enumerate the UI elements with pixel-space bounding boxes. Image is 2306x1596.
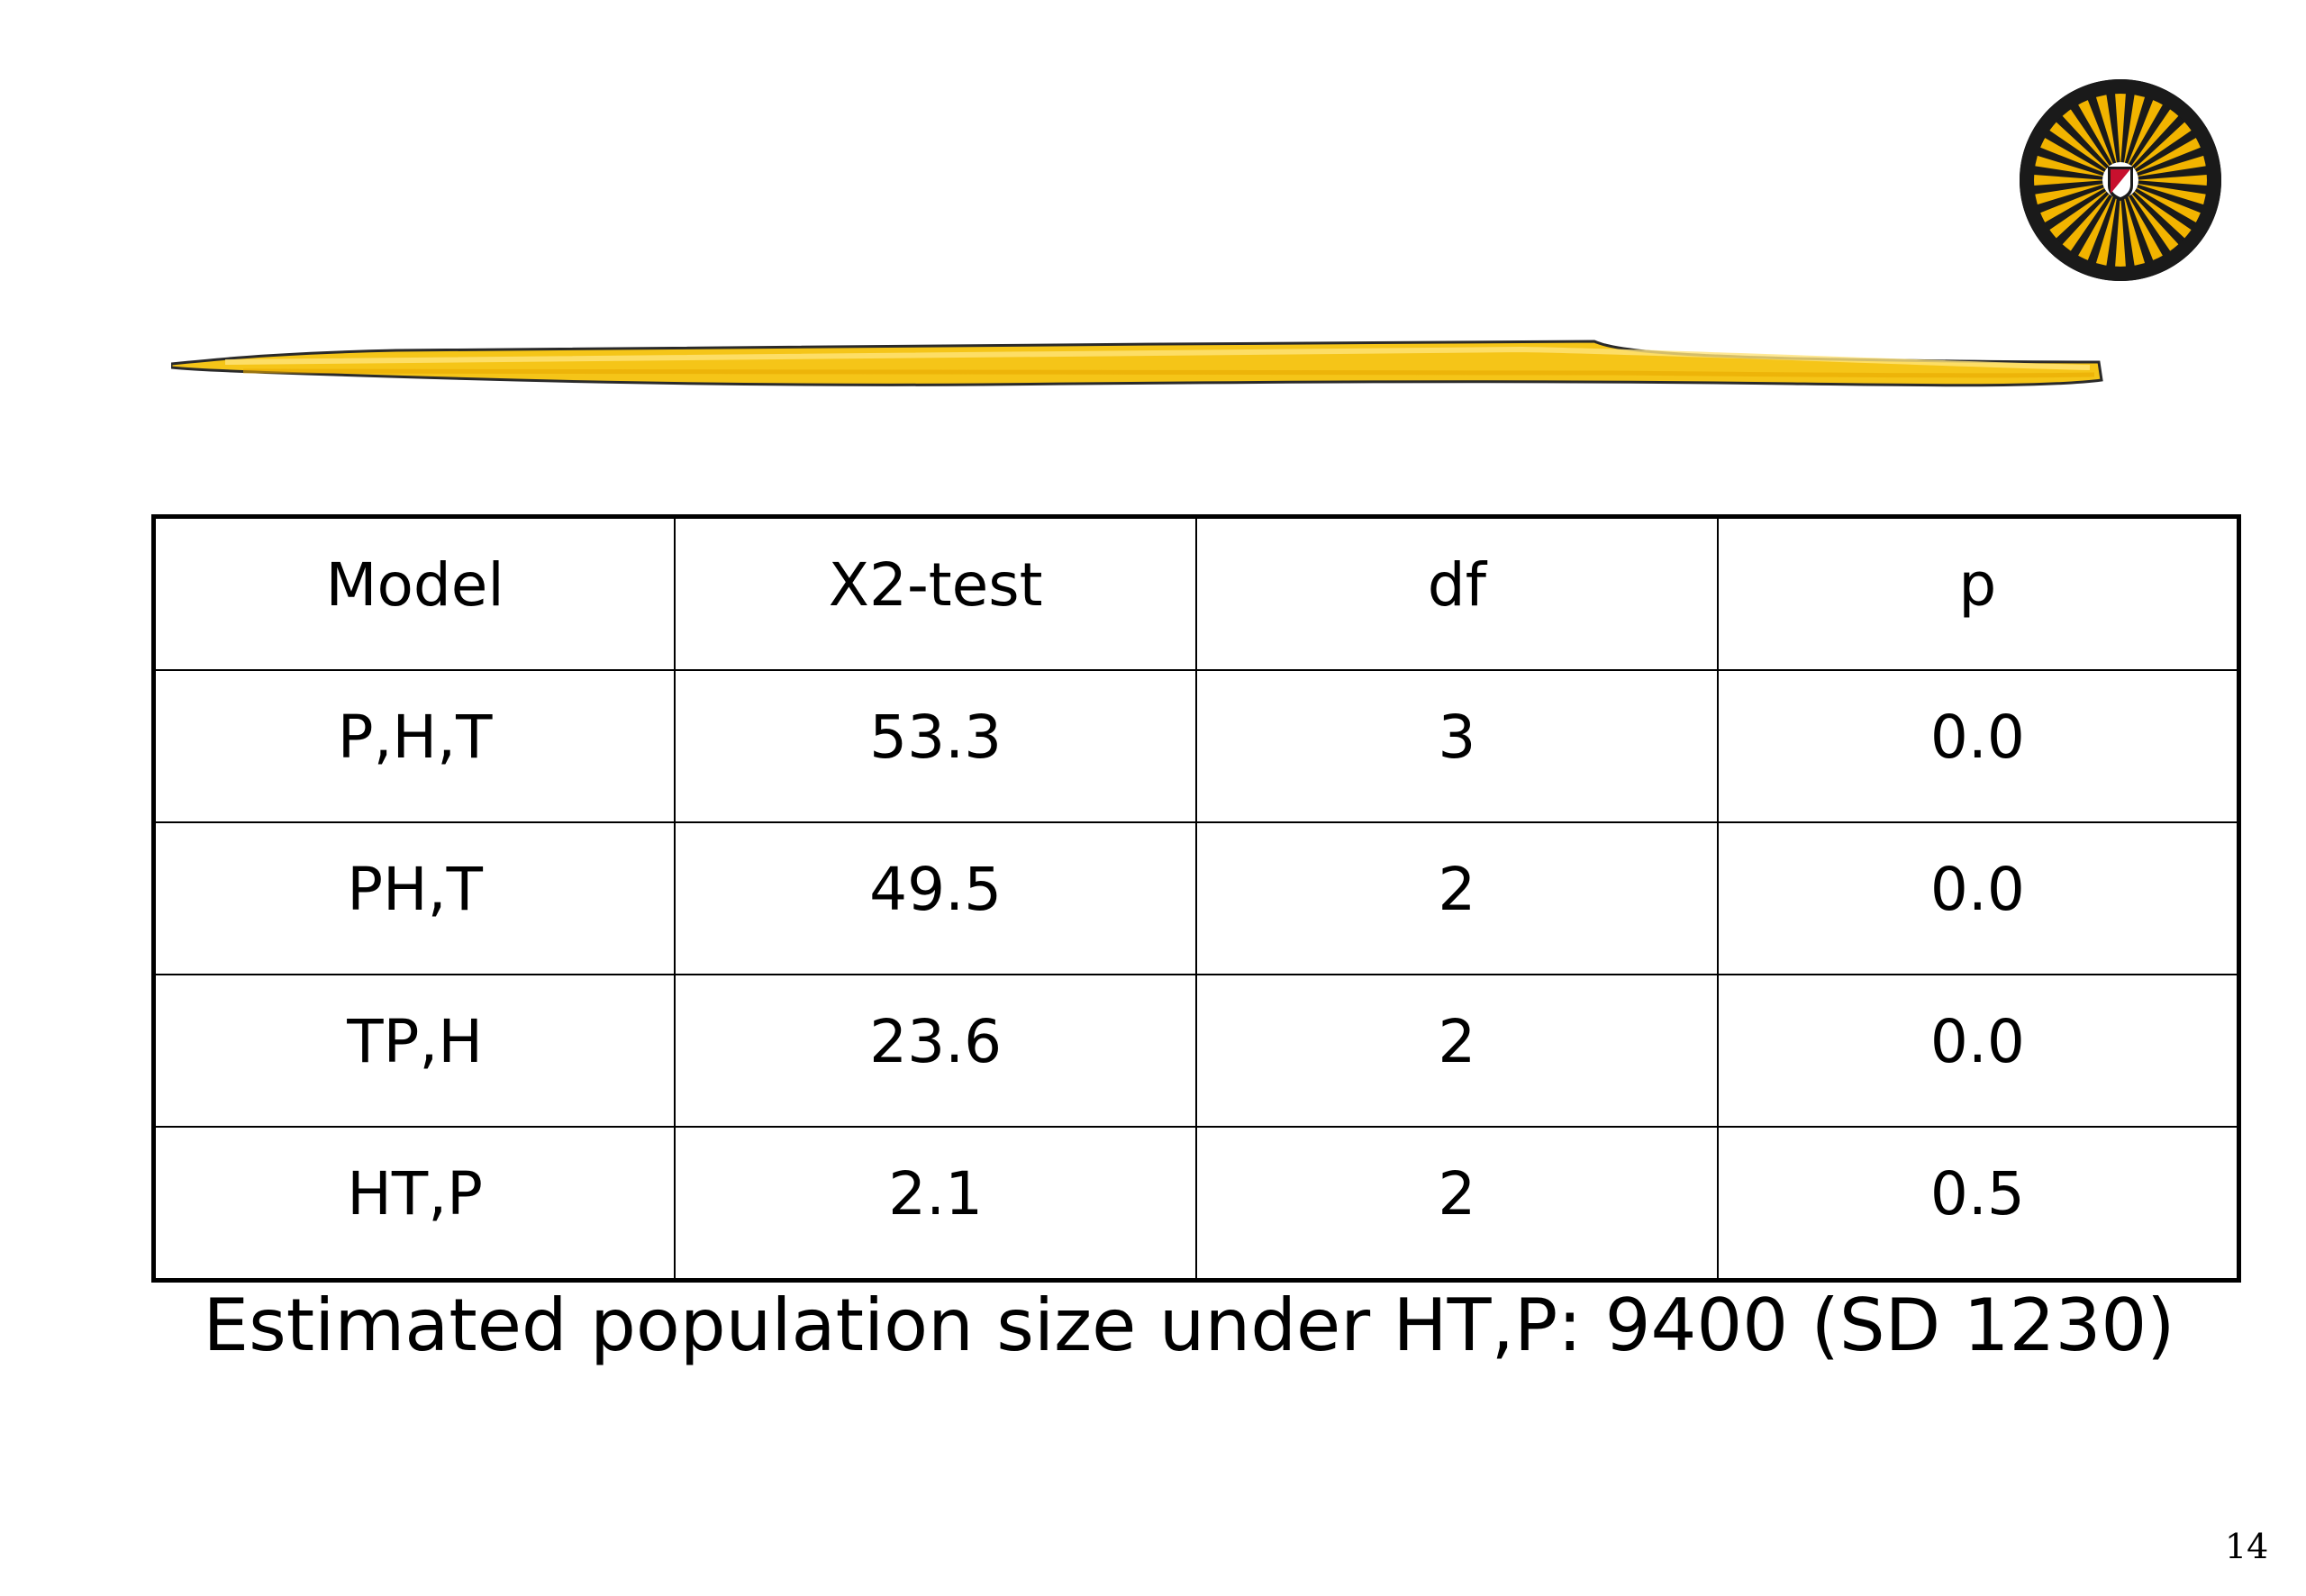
seal-ray (2130, 192, 2182, 254)
seal-ray (2132, 119, 2194, 170)
seal-ray (2031, 183, 2105, 206)
seal-ray (2030, 174, 2104, 186)
population-estimate-text: Estimated population size under HT,P: 94… (203, 1283, 2175, 1367)
cell-p: 0.0 (1716, 974, 2240, 1128)
seal-ray (2037, 136, 2106, 174)
table-row: TP,H 23.6 2 0.0 (152, 974, 2240, 1128)
table-row: HT,P 2.1 2 0.5 (152, 1126, 2240, 1282)
cell-model: PH,T (152, 821, 676, 975)
seal-ray (2076, 96, 2114, 166)
cell-df: 3 (1195, 669, 1719, 823)
cell-model: HT,P (152, 1126, 676, 1282)
cell-x2: 2.1 (674, 1126, 1197, 1282)
table-row: P,H,T 53.3 3 0.0 (152, 669, 2240, 823)
university-seal-logo (2020, 79, 2221, 281)
cell-model: TP,H (152, 974, 676, 1128)
seal-ray (2094, 195, 2118, 269)
seal-ray (2135, 136, 2204, 174)
table-header-row: Model X2-test df p (152, 515, 2240, 671)
seal-ray (2136, 154, 2210, 177)
seal-ray (2135, 186, 2204, 224)
seal-ray (2136, 183, 2210, 206)
header-model: Model (152, 515, 676, 671)
seal-ray (2031, 154, 2105, 177)
brush-stroke-divider (171, 340, 2103, 387)
cell-df: 2 (1195, 974, 1719, 1128)
seal-ray (2094, 91, 2118, 165)
seal-ray (2127, 96, 2165, 166)
seal-ray (2037, 186, 2106, 224)
seal-ray (2059, 106, 2111, 168)
seal-shield (2108, 167, 2133, 201)
header-df: df (1195, 515, 1719, 671)
cell-x2: 49.5 (674, 821, 1197, 975)
seal-ray (2123, 195, 2147, 269)
seal-ray (2123, 91, 2147, 165)
cell-model: P,H,T (152, 669, 676, 823)
seal-ray (2114, 90, 2127, 164)
seal-rays (2020, 79, 2221, 281)
model-fit-table: Model X2-test df p P,H,T 53.3 3 0.0 PH,T… (151, 514, 2241, 1283)
cell-p: 0.0 (1716, 821, 2240, 975)
cell-x2: 53.3 (674, 669, 1197, 823)
cell-df: 2 (1195, 1126, 1719, 1282)
cell-p: 0.0 (1716, 669, 2240, 823)
seal-ray (2127, 195, 2165, 264)
seal-ray (2047, 119, 2109, 170)
seal-ray (2137, 174, 2211, 186)
seal-ray (2059, 192, 2111, 254)
cell-p: 0.5 (1716, 1126, 2240, 1282)
header-p: p (1716, 515, 2240, 671)
seal-ray (2047, 190, 2109, 241)
seal-ray (2114, 196, 2127, 270)
cell-df: 2 (1195, 821, 1719, 975)
seal-ray (2076, 195, 2114, 264)
seal-ray (2130, 106, 2182, 168)
header-x2-test: X2-test (674, 515, 1197, 671)
table-row: PH,T 49.5 2 0.0 (152, 821, 2240, 975)
cell-x2: 23.6 (674, 974, 1197, 1128)
page-number: 14 (2225, 1527, 2269, 1566)
seal-ray (2132, 190, 2194, 241)
